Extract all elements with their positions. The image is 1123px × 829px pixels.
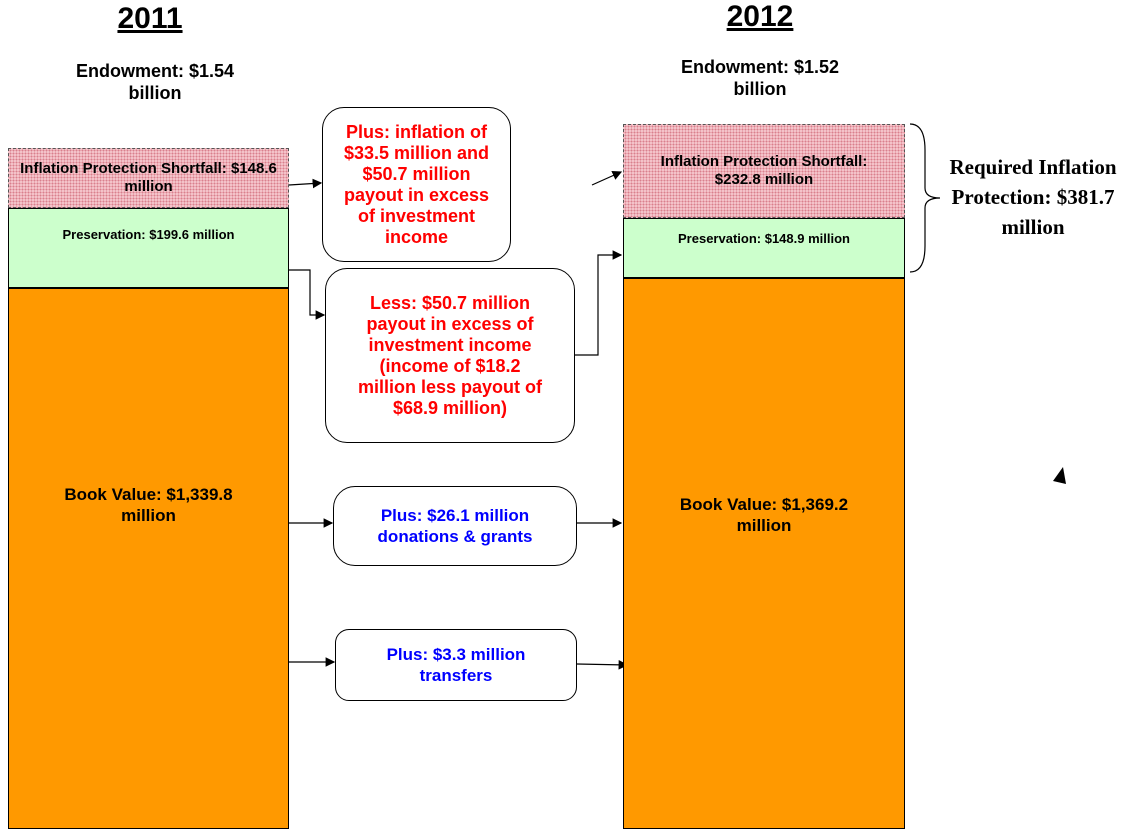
brace — [909, 123, 941, 273]
arrow — [576, 660, 629, 670]
marker-triangle — [1053, 467, 1066, 484]
year: 2012 — [726, 0, 794, 33]
change-box: Plus: $3.3 million transfers — [335, 629, 577, 701]
shortfall: Inflation Protection Shortfall: $148.6 m… — [8, 148, 289, 208]
preservation: Preservation: $199.6 million — [8, 208, 289, 288]
change-box: Plus: inflation of $33.5 million and $50… — [322, 107, 511, 262]
required-label: Required Inflation Protection: $381.7 mi… — [949, 155, 1117, 239]
book-value: Book Value: $1,339.8 million — [8, 288, 289, 829]
preservation: Preservation: $148.9 million — [623, 218, 905, 278]
endowment: Endowment: $1.54 billion — [75, 61, 235, 103]
arrow — [591, 171, 623, 186]
book-value: Book Value: $1,369.2 million — [623, 278, 905, 829]
change-box: Plus: $26.1 million donations & grants — [333, 486, 577, 566]
change-box: Less: $50.7 million payout in excess of … — [325, 268, 575, 443]
year: 2011 — [117, 2, 183, 35]
endowment: Endowment: $1.52 billion — [680, 57, 840, 99]
shortfall: Inflation Protection Shortfall: $232.8 m… — [623, 124, 905, 218]
arrow — [575, 250, 623, 356]
arrow — [288, 178, 323, 189]
arrow — [289, 269, 326, 320]
